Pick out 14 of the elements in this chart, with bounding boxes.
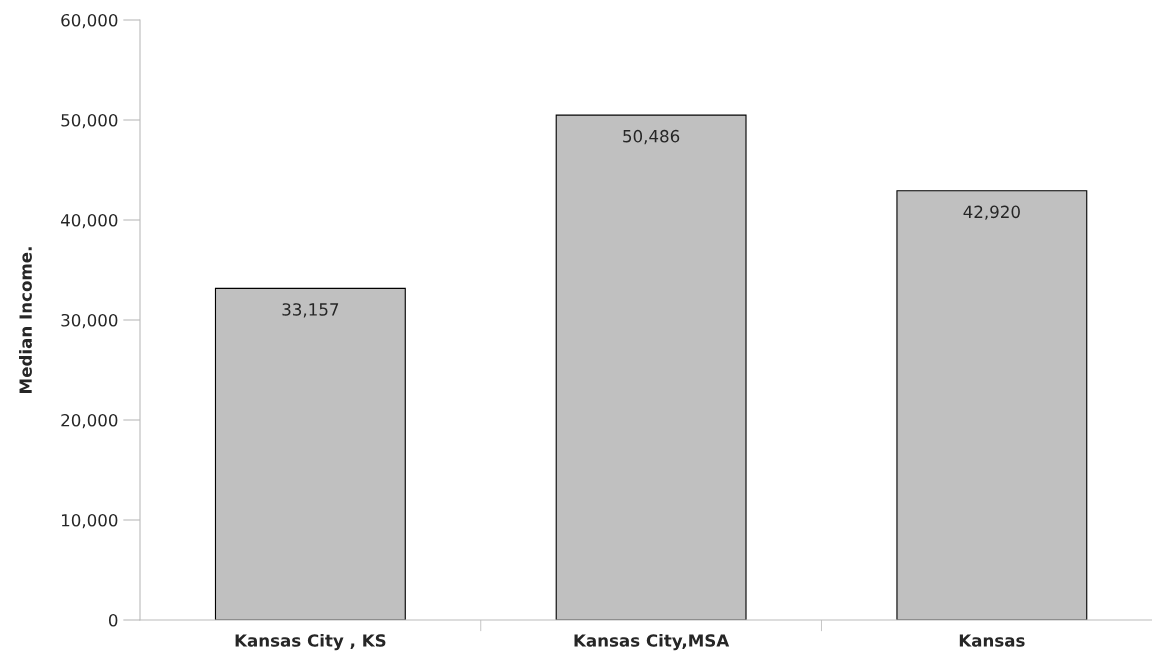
y-tick-label: 30,000	[61, 313, 118, 329]
data-label: 50,486	[623, 129, 680, 145]
y-tick-label: 10,000	[61, 513, 118, 529]
x-tick-label: Kansas City , KS	[235, 633, 386, 651]
y-tick-label: 0	[108, 613, 118, 627]
data-label: 33,157	[282, 303, 339, 318]
y-tick-label: 60,000	[61, 13, 118, 29]
x-tick-label: Kansas	[959, 634, 1025, 647]
y-tick-label: 50,000	[61, 113, 118, 129]
x-tick-label: Kansas City,MSA	[574, 633, 730, 651]
y-axis-title: Median Income.	[19, 247, 32, 393]
data-label: 42,920	[963, 205, 1020, 220]
y-tick-label: 20,000	[61, 413, 118, 429]
y-tick-label: 40,000	[60, 213, 118, 229]
